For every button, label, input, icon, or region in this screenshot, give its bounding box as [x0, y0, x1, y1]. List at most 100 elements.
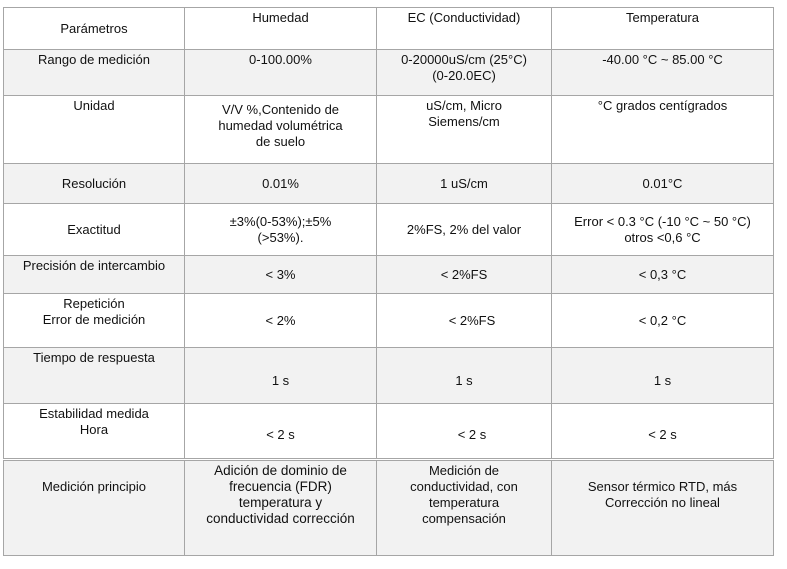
temperatura-value: °C grados centígrados [597, 98, 728, 113]
temperatura-cell: Sensor térmico RTD, más Corrección no lin… [551, 458, 774, 556]
row-estabilidad: Estabilidad medida Hora < 2 s < 2 s < 2 s [3, 403, 774, 460]
param-cell: Unidad [3, 95, 185, 164]
temperatura-value: < 0,3 °C [638, 266, 687, 282]
header-humedad: Humedad [184, 7, 377, 50]
ec-value: compensación [422, 511, 506, 526]
row-tiempo: Tiempo de respuesta 1 s 1 s 1 s [3, 347, 774, 404]
temperatura-value: < 2 s [648, 427, 677, 442]
humedad-cell: < 3% [184, 255, 377, 294]
param-label: Tiempo de respuesta [33, 350, 155, 365]
humedad-value: < 2 s [266, 427, 295, 442]
row-exactitud: Exactitud ±3%(0-53%);±5% (>53%). 2%FS, 2%… [3, 203, 774, 256]
row-precision: Precisión de intercambio < 3% < 2%FS < 0… [3, 255, 774, 294]
ec-value: (0-20.0EC) [432, 68, 496, 83]
temperatura-value: -40.00 °C ~ 85.00 °C [602, 52, 723, 67]
ec-value: < 2%FS [440, 266, 488, 282]
ec-value: 2%FS, 2% del valor [406, 221, 522, 237]
ec-value: 1 uS/cm [440, 175, 488, 191]
temperatura-value: 0.01°C [642, 175, 683, 191]
humedad-cell: V/V %,Contenido de humedad volumétrica de … [184, 95, 377, 164]
header-row: Parámetros Humedad EC (Conductividad) Te… [3, 7, 774, 50]
param-label: Unidad [73, 98, 115, 113]
humedad-cell: 0-100.00% [184, 49, 377, 96]
humedad-value: humedad volumétrica [218, 118, 343, 133]
row-repeticion: Repetición Error de medición < 2% < 2%FS … [3, 293, 774, 348]
ec-cell: Medición de conductividad, con temperatura… [376, 458, 552, 556]
param-label: Error de medición [42, 312, 146, 327]
param-cell: Medición principio [3, 458, 185, 556]
ec-value: Medición de [428, 463, 500, 478]
temperatura-value: otros <0,6 °C [624, 229, 701, 245]
temperatura-value: < 0,2 °C [638, 312, 687, 328]
ec-cell: 0-20000uS/cm (25°C) (0-20.0EC) [376, 49, 552, 96]
humedad-cell: < 2 s [184, 403, 377, 460]
humedad-value: 0.01% [262, 175, 299, 191]
ec-cell: 1 s [376, 347, 552, 404]
ec-value: 1 s [455, 372, 473, 388]
temperatura-value: Corrección no lineal [605, 495, 720, 510]
temperatura-cell: Error < 0.3 °C (-10 °C ~ 50 °C) otros <0,… [551, 203, 774, 256]
humedad-value: frecuencia (FDR) [229, 479, 332, 494]
humedad-value: < 3% [265, 266, 296, 282]
param-cell: Estabilidad medida Hora [3, 403, 185, 460]
humedad-cell: 0.01% [184, 163, 377, 204]
temperatura-cell: < 2 s [551, 403, 774, 460]
ec-value: uS/cm, Micro [426, 98, 502, 113]
param-label: Hora [79, 422, 109, 437]
humedad-cell: < 2% [184, 293, 377, 348]
ec-cell: < 2%FS [376, 255, 552, 294]
temperatura-cell: < 0,3 °C [551, 255, 774, 294]
param-label: Medición principio [41, 479, 147, 494]
param-label: Precisión de intercambio [22, 258, 166, 273]
humedad-cell: Adición de dominio de frecuencia (FDR) tem… [184, 458, 377, 556]
param-cell: Repetición Error de medición [3, 293, 185, 348]
humedad-value: de suelo [255, 134, 306, 149]
ec-value: 0-20000uS/cm (25°C) [401, 52, 527, 67]
header-ec: EC (Conductividad) [376, 7, 552, 50]
ec-value: temperatura [428, 495, 500, 510]
temperatura-cell: °C grados centígrados [551, 95, 774, 164]
humedad-value: < 2% [265, 312, 296, 328]
temperatura-cell: -40.00 °C ~ 85.00 °C [551, 49, 774, 96]
param-label: Repetición [63, 296, 125, 311]
ec-value: < 2 s [457, 427, 487, 442]
ec-cell: 2%FS, 2% del valor [376, 203, 552, 256]
humedad-value: V/V %,Contenido de [221, 102, 340, 117]
humedad-cell: ±3%(0-53%);±5% (>53%). [184, 203, 377, 256]
ec-cell: uS/cm, Micro Siemens/cm [376, 95, 552, 164]
row-resolucion: Resolución 0.01% 1 uS/cm 0.01°C [3, 163, 774, 204]
param-label: Rango de medición [37, 52, 151, 67]
humedad-value: ±3%(0-53%);±5% [229, 213, 332, 229]
humedad-value: temperatura y [238, 495, 323, 510]
humedad-value: (>53%). [257, 229, 304, 245]
header-parametros: Parámetros [3, 7, 185, 50]
temperatura-value: Error < 0.3 °C (-10 °C ~ 50 °C) [574, 213, 751, 229]
temperatura-value: 1 s [653, 372, 672, 388]
header-temperatura: Temperatura [551, 7, 774, 50]
ec-value: conductividad, con [410, 479, 518, 494]
humedad-value: Adición de dominio de [214, 463, 347, 478]
param-label: Estabilidad medida [39, 406, 149, 421]
humedad-value: 0-100.00% [249, 52, 312, 67]
param-label: Exactitud [67, 221, 121, 237]
ec-cell: < 2 s [376, 403, 552, 460]
spec-table: Parámetros Humedad EC (Conductividad) Te… [3, 7, 774, 556]
humedad-cell: 1 s [184, 347, 377, 404]
row-rango: Rango de medición 0-100.00% 0-20000uS/cm… [3, 49, 774, 96]
param-cell: Resolución [3, 163, 185, 204]
ec-value: < 2%FS [448, 312, 496, 328]
temperatura-cell: 0.01°C [551, 163, 774, 204]
row-principio: Medición principio Adición de dominio de… [3, 458, 774, 556]
ec-cell: 1 uS/cm [376, 163, 552, 204]
param-cell: Rango de medición [3, 49, 185, 96]
param-label: Resolución [61, 175, 127, 191]
param-cell: Tiempo de respuesta [3, 347, 185, 404]
temperatura-cell: < 0,2 °C [551, 293, 774, 348]
humedad-value: conductividad corrección [206, 511, 355, 526]
row-unidad: Unidad V/V %,Contenido de humedad volumét… [3, 95, 774, 164]
ec-cell: < 2%FS [376, 293, 552, 348]
ec-value: Siemens/cm [428, 114, 500, 129]
param-cell: Exactitud [3, 203, 185, 256]
temperatura-cell: 1 s [551, 347, 774, 404]
humedad-value: 1 s [271, 372, 290, 388]
